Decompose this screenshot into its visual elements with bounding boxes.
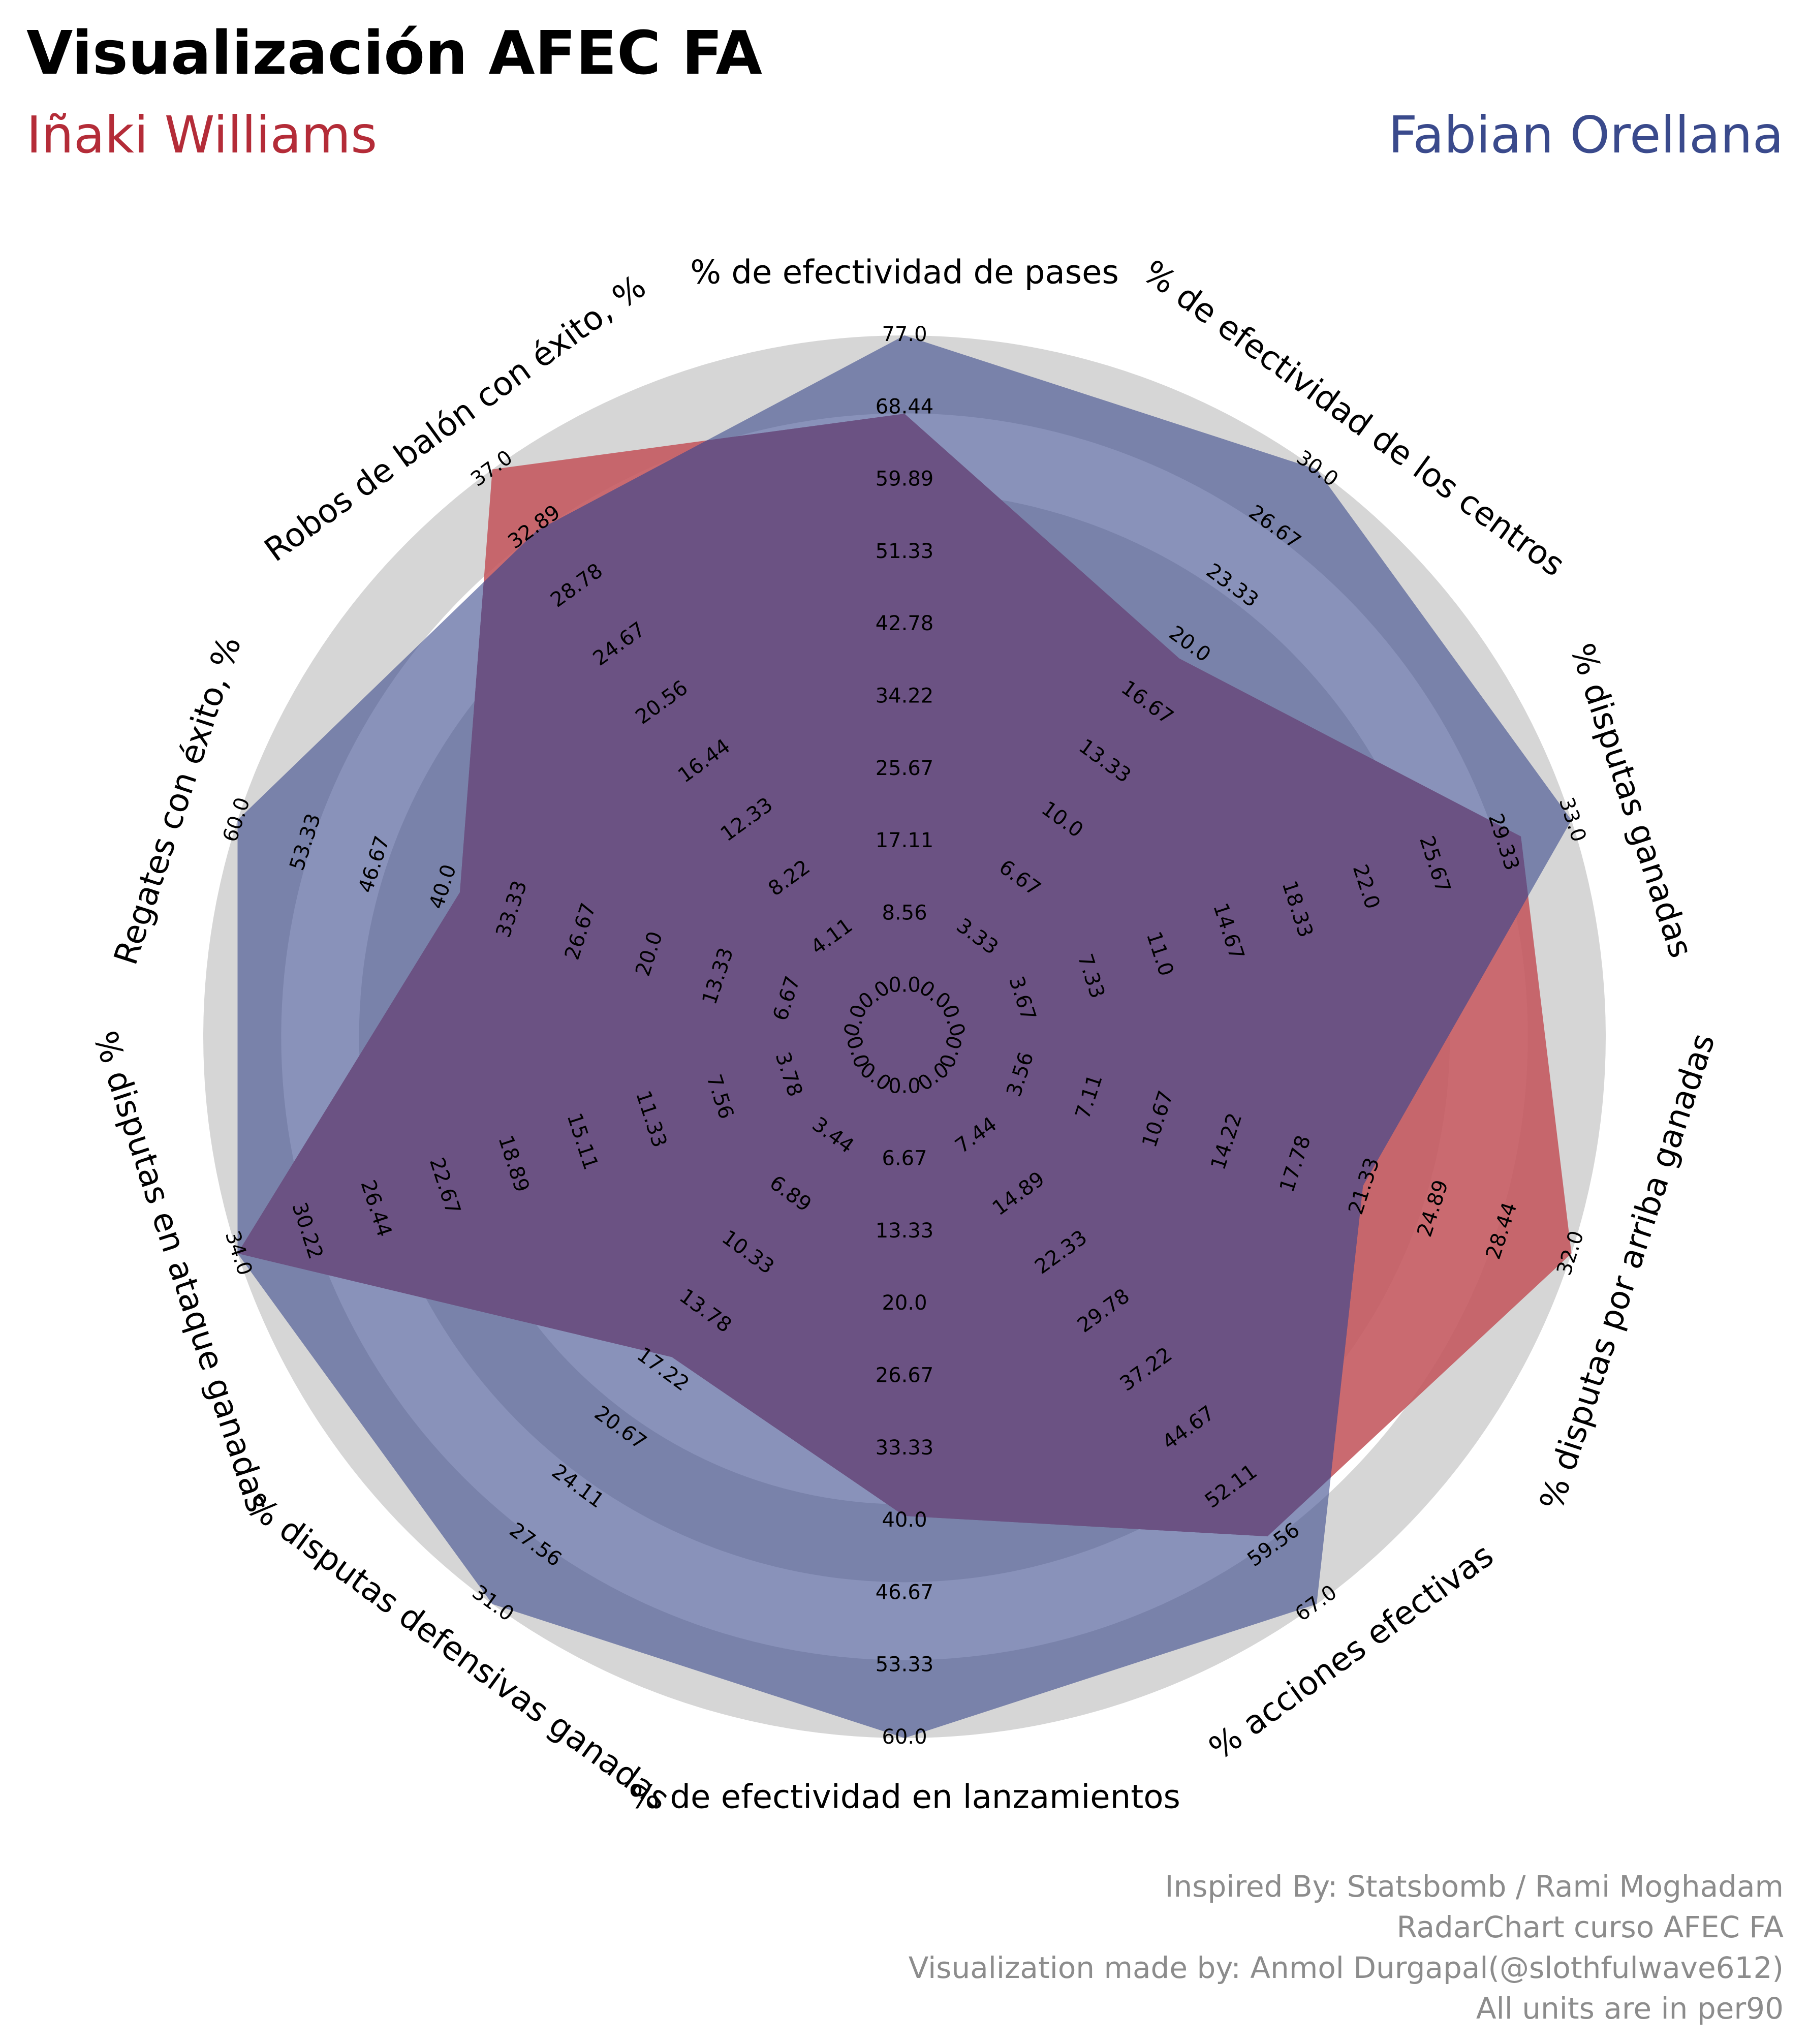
tick-label: 26.67 — [876, 1364, 934, 1387]
tick-label: 0.0 — [888, 974, 921, 997]
radar-polygons — [237, 335, 1572, 1738]
tick-label: 59.89 — [876, 468, 934, 491]
credit-line: RadarChart curso AFEC FA — [1396, 1910, 1784, 1944]
tick-label: 13.33 — [876, 1219, 934, 1243]
credits: Inspired By: Statsbomb / Rami Moghadam R… — [909, 1869, 1784, 2026]
credit-line: Inspired By: Statsbomb / Rami Moghadam — [1165, 1869, 1784, 1904]
tick-label: 0.0 — [888, 1074, 921, 1098]
credit-line: Visualization made by: Anmol Durgapal(@s… — [909, 1950, 1784, 1985]
tick-label: 60.0 — [882, 1725, 927, 1749]
player2-name: Fabian Orellana — [1388, 105, 1784, 165]
credit-line: All units are in per90 — [1476, 1991, 1784, 2026]
tick-label: 42.78 — [876, 612, 934, 635]
tick-label: 46.67 — [876, 1581, 934, 1604]
param-label: % de efectividad de pases — [690, 254, 1119, 292]
param-label: % de efectividad en lanzamientos — [629, 1779, 1180, 1816]
tick-label: 40.0 — [882, 1508, 927, 1532]
tick-label: 6.67 — [882, 1147, 927, 1170]
tick-label: 8.56 — [882, 901, 927, 924]
player1-name: Iñaki Williams — [26, 105, 377, 165]
tick-label: 25.67 — [876, 757, 934, 780]
chart-title: Visualización AFEC FA — [26, 18, 762, 88]
tick-label: 17.11 — [876, 829, 934, 852]
tick-label: 77.0 — [882, 323, 927, 346]
tick-label: 20.0 — [882, 1291, 927, 1315]
tick-label: 33.33 — [876, 1436, 934, 1460]
tick-label: 34.22 — [876, 685, 934, 708]
tick-label: 68.44 — [876, 395, 934, 418]
tick-label: 53.33 — [876, 1653, 934, 1677]
tick-label: 51.33 — [876, 540, 934, 563]
